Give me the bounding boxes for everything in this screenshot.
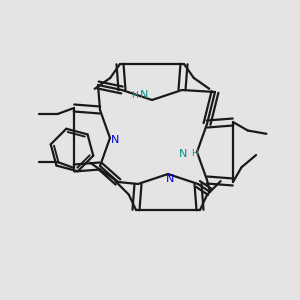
Text: N: N [166, 174, 174, 184]
Text: N: N [111, 135, 119, 145]
Text: H: H [130, 91, 137, 100]
Text: N: N [140, 90, 148, 100]
Text: N: N [179, 149, 187, 159]
Text: H: H [192, 149, 198, 158]
